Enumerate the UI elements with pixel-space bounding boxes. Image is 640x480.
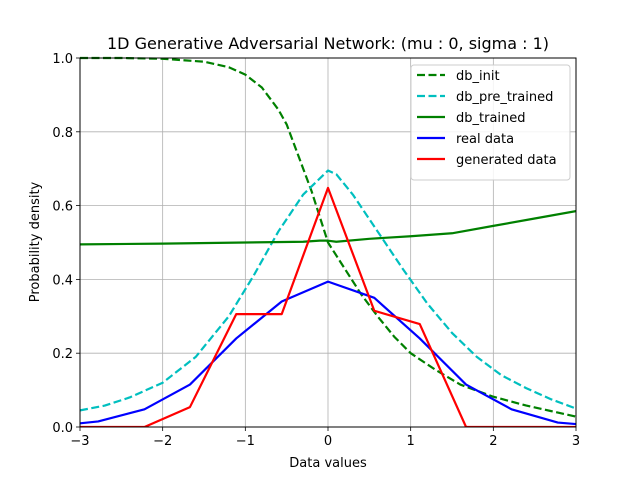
y-tick-label: 0.2	[52, 347, 73, 362]
legend-box	[410, 64, 571, 181]
x-axis-label: Data values	[289, 456, 367, 471]
y-axis-label: Probability density	[28, 181, 43, 302]
series-line-real-data	[80, 280, 576, 426]
x-tick-label: 0	[324, 434, 332, 449]
x-tick-label: 3	[572, 434, 580, 449]
y-tick-label: 0.4	[52, 273, 73, 288]
legend-label: db_init	[456, 69, 500, 84]
y-tick-label: 0.6	[52, 200, 73, 215]
series-line-generated-data	[80, 186, 576, 427]
series-line-db_init	[80, 56, 576, 418]
series-line-db_pre_trained	[80, 169, 576, 412]
y-tick-label: 1.0	[52, 52, 73, 67]
x-tick-label: −2	[153, 434, 172, 449]
x-tick-label: 2	[489, 434, 497, 449]
x-tick-label: 1	[407, 434, 415, 449]
series-line-db_trained	[80, 210, 576, 246]
axis-ticks: −3 −2 −1 0 1 2 3 0.0 0.2 0.4 0.6 0.8 1.0	[52, 52, 580, 449]
legend-label: generated data	[456, 153, 557, 168]
x-tick-label: −1	[236, 434, 255, 449]
chart-title: 1D Generative Adversarial Network: (mu :…	[107, 34, 549, 53]
legend-label: db_pre_trained	[456, 90, 553, 105]
x-tick-label: −3	[70, 434, 89, 449]
y-tick-label: 0.8	[52, 126, 73, 141]
series-lines	[80, 56, 576, 427]
legend-label: real data	[456, 132, 514, 147]
legend-label: db_trained	[456, 111, 526, 126]
y-tick-label: 0.0	[52, 421, 73, 436]
